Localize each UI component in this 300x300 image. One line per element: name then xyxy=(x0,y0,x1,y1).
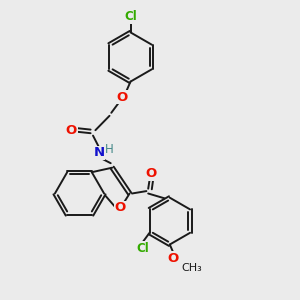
Text: O: O xyxy=(116,91,128,104)
Text: H: H xyxy=(104,142,113,156)
Text: O: O xyxy=(115,201,126,214)
Text: CH₃: CH₃ xyxy=(181,263,202,273)
Text: N: N xyxy=(93,146,105,159)
Text: Cl: Cl xyxy=(124,10,137,23)
Text: O: O xyxy=(168,251,179,265)
Text: O: O xyxy=(146,167,157,180)
Text: Cl: Cl xyxy=(136,242,149,255)
Text: O: O xyxy=(66,124,77,137)
